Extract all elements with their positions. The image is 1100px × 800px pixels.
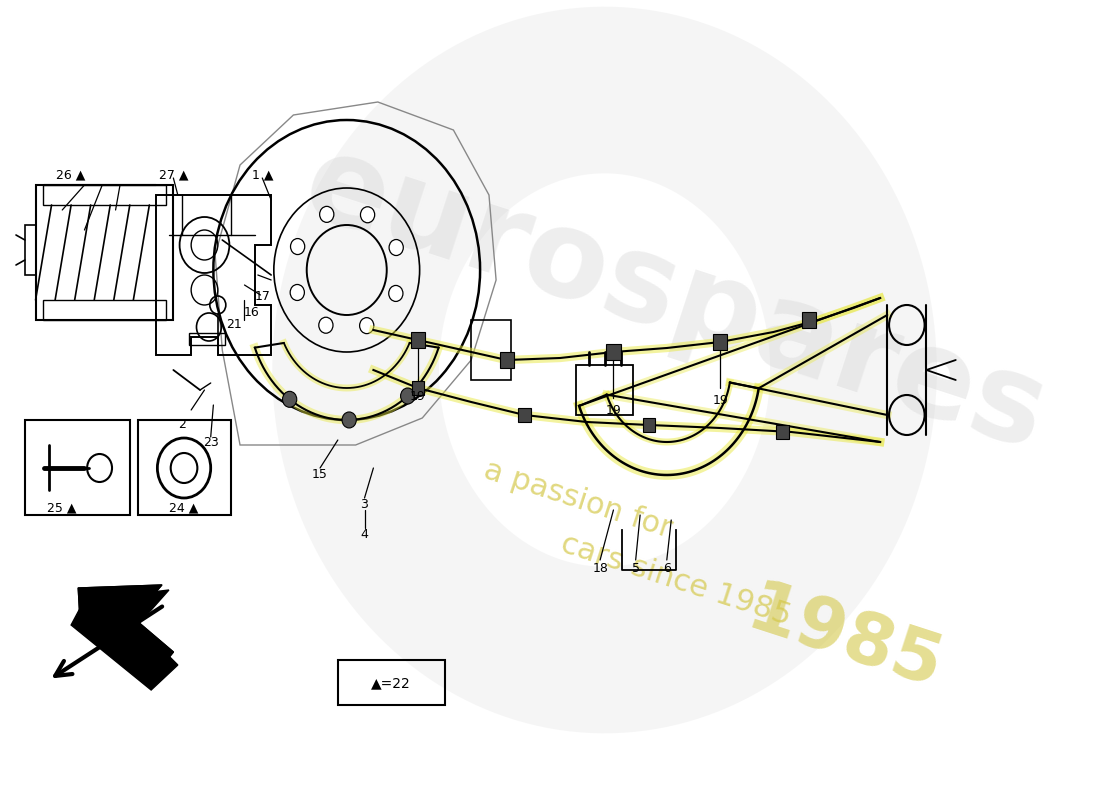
Bar	[518, 408, 531, 422]
Bar	[606, 344, 620, 360]
Circle shape	[342, 412, 356, 428]
Circle shape	[388, 286, 403, 302]
Text: 1985: 1985	[738, 576, 950, 704]
Bar	[25, 420, 130, 515]
Circle shape	[290, 285, 305, 301]
Bar	[25, 225, 35, 275]
Bar	[138, 420, 231, 515]
Text: 3: 3	[361, 498, 368, 511]
Polygon shape	[78, 585, 174, 685]
Bar	[777, 425, 789, 439]
Text: 24 ▲: 24 ▲	[169, 502, 199, 514]
Text: 17: 17	[254, 290, 271, 303]
Bar	[576, 365, 632, 415]
Text: 18: 18	[592, 562, 608, 574]
Bar	[43, 185, 166, 205]
Bar	[499, 352, 514, 368]
Circle shape	[361, 206, 375, 222]
Text: 6: 6	[663, 562, 671, 574]
Text: cars since 1985: cars since 1985	[557, 529, 794, 631]
Bar	[410, 332, 425, 348]
Text: 25 ▲: 25 ▲	[47, 502, 77, 514]
Text: 21: 21	[226, 318, 242, 331]
Text: a passion for: a passion for	[480, 456, 675, 544]
Bar	[642, 418, 656, 432]
Text: 26 ▲: 26 ▲	[56, 169, 86, 182]
Text: 16: 16	[244, 306, 260, 319]
Text: 27 ▲: 27 ▲	[158, 169, 188, 182]
Text: 19: 19	[606, 403, 621, 417]
Bar	[35, 185, 174, 320]
Bar	[338, 660, 444, 705]
Circle shape	[290, 238, 305, 254]
Text: 15: 15	[312, 469, 328, 482]
Bar	[411, 381, 425, 395]
Text: 5: 5	[631, 562, 640, 574]
Circle shape	[389, 239, 404, 255]
Text: 19: 19	[713, 394, 728, 406]
Bar	[802, 312, 816, 328]
Circle shape	[320, 206, 334, 222]
Bar	[713, 334, 727, 350]
Text: 23: 23	[202, 437, 219, 450]
Bar	[43, 300, 166, 320]
Text: 4: 4	[361, 529, 368, 542]
Circle shape	[319, 318, 333, 334]
Text: 19: 19	[410, 390, 426, 403]
Circle shape	[400, 388, 415, 404]
Text: ▲=22: ▲=22	[372, 676, 411, 690]
Circle shape	[360, 318, 374, 334]
Polygon shape	[72, 590, 178, 690]
Circle shape	[283, 391, 297, 407]
Bar	[189, 333, 224, 345]
Text: eurospares: eurospares	[290, 125, 1062, 475]
Text: 1 ▲: 1 ▲	[252, 169, 273, 182]
Text: 2: 2	[178, 418, 186, 431]
